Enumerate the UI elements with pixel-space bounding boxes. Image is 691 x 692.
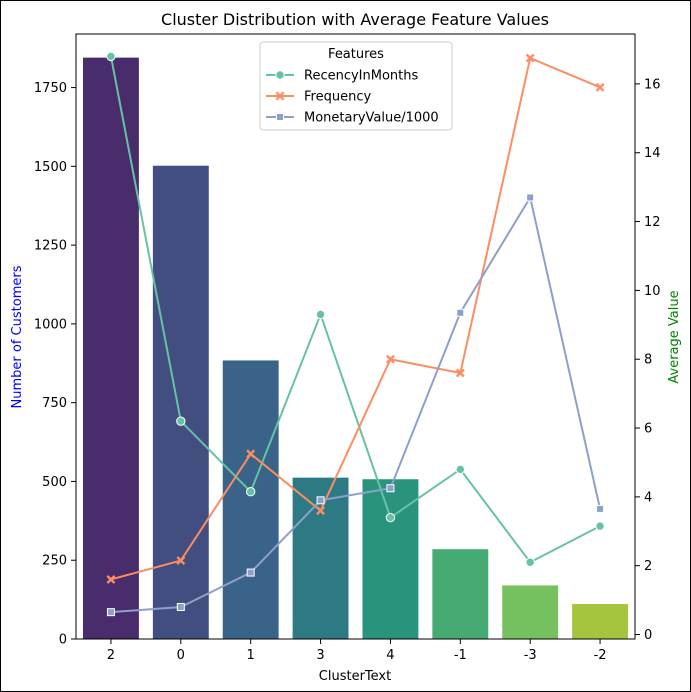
legend-label: Frequency: [304, 90, 371, 105]
legend: Features RecencyInMonths Frequency Monetary…: [259, 41, 453, 131]
legend-item-frequency: Frequency: [266, 90, 371, 105]
y-right-tick-label: 14: [644, 146, 661, 161]
y-tick-label: 750: [42, 396, 67, 411]
y-right-tick-label: 12: [644, 215, 661, 230]
bar-cluster--3: [502, 585, 559, 639]
legend-label: MonetaryValue/1000: [304, 111, 439, 126]
chart-title: Cluster Distribution with Average Featur…: [161, 10, 549, 29]
y-tick-label: 1500: [34, 160, 67, 175]
x-tick-label: -2: [594, 648, 607, 663]
point-monetaryvalue-1000--1: [456, 308, 465, 317]
legend-box: [259, 41, 453, 131]
y-right-tick-label: 2: [644, 559, 652, 574]
point-monetaryvalue-1000--3: [526, 193, 535, 202]
point-recencyinmonths-0: [176, 416, 186, 426]
y-tick-label: 0: [59, 633, 67, 648]
legend-item-recencyinmonths: RecencyInMonths: [266, 69, 418, 84]
line-monetaryvalue-1000: [110, 194, 602, 614]
bar-cluster-3: [292, 477, 349, 639]
point-monetaryvalue-1000-1: [246, 568, 255, 577]
lines-layer: [106, 51, 605, 617]
point-frequency-3: [316, 506, 326, 516]
point-monetaryvalue-1000-2: [106, 608, 115, 617]
legend-item-monetaryvalue-1000: MonetaryValue/1000: [266, 111, 439, 126]
y-right-tick-label: 4: [644, 490, 652, 505]
legend-title: Features: [328, 47, 384, 62]
point-frequency--1: [455, 368, 465, 378]
point-frequency-4: [385, 354, 395, 364]
line-recencyinmonths: [109, 56, 601, 564]
axes-layer: 2 0 1 3 4 -1 -3 -2 0 250 500 750 1000 1250 1500 1750 0 2 4…: [34, 77, 661, 663]
bar-cluster--2: [572, 604, 629, 639]
line-frequency: [110, 56, 601, 581]
y-tick-label: 250: [42, 554, 67, 569]
y-right-tick-label: 10: [644, 284, 661, 299]
legend-label: RecencyInMonths: [304, 69, 418, 84]
point-recencyinmonths-3: [315, 309, 326, 320]
y-tick-label: 1250: [34, 239, 67, 254]
series-frequency: [106, 53, 605, 584]
series-monetaryvalue-1000: [106, 193, 605, 617]
y-right-tick-label: 16: [644, 77, 661, 92]
plot-frame: [75, 33, 636, 640]
y-axis-label: Number of Customers: [10, 265, 25, 408]
legend-swatch-marker: [275, 70, 285, 80]
point-frequency-0: [176, 556, 186, 565]
y-tick-label: 1750: [34, 81, 67, 96]
x-axis-label: ClusterText: [319, 669, 391, 684]
bars-layer: [82, 57, 629, 639]
x-tick-label: -3: [524, 648, 537, 663]
y-right-tick-label: 6: [644, 422, 652, 437]
y-right-tick-label: 8: [644, 353, 652, 368]
y-tick-label: 1000: [34, 317, 67, 332]
x-tick-label: 0: [177, 648, 185, 663]
bar-cluster-0: [152, 165, 209, 639]
point-frequency-1: [246, 449, 256, 459]
legend-swatch-marker: [275, 91, 285, 101]
bar-cluster--1: [432, 549, 489, 639]
point-recencyinmonths--3: [525, 557, 535, 567]
legend-swatch-marker: [276, 113, 284, 121]
series-recencyinmonths: [106, 51, 605, 567]
bar-cluster-1: [222, 360, 279, 639]
x-tick-label: 3: [316, 648, 324, 663]
x-tick-label: 1: [247, 648, 255, 663]
point-recencyinmonths--1: [455, 464, 466, 475]
point-monetaryvalue-1000-0: [176, 602, 185, 611]
point-frequency-2: [106, 575, 116, 584]
point-frequency--2: [595, 82, 605, 92]
x-tick-label: 2: [107, 648, 115, 663]
y-tick-label: 500: [42, 475, 67, 490]
point-recencyinmonths--2: [595, 521, 605, 531]
bar-cluster-2: [82, 57, 139, 639]
point-recencyinmonths-4: [385, 512, 396, 523]
x-tick-label: -1: [454, 648, 467, 663]
y-right-tick-label: 0: [644, 628, 652, 643]
x-tick-label: 4: [386, 648, 394, 663]
point-recencyinmonths-2: [106, 51, 116, 62]
point-monetaryvalue-1000-3: [316, 496, 325, 505]
y-axis-right-label: Average Value: [667, 290, 682, 383]
point-monetaryvalue-1000-4: [386, 484, 395, 493]
point-monetaryvalue-1000--2: [596, 504, 605, 513]
point-frequency--3: [525, 53, 535, 63]
point-recencyinmonths-1: [245, 487, 256, 497]
